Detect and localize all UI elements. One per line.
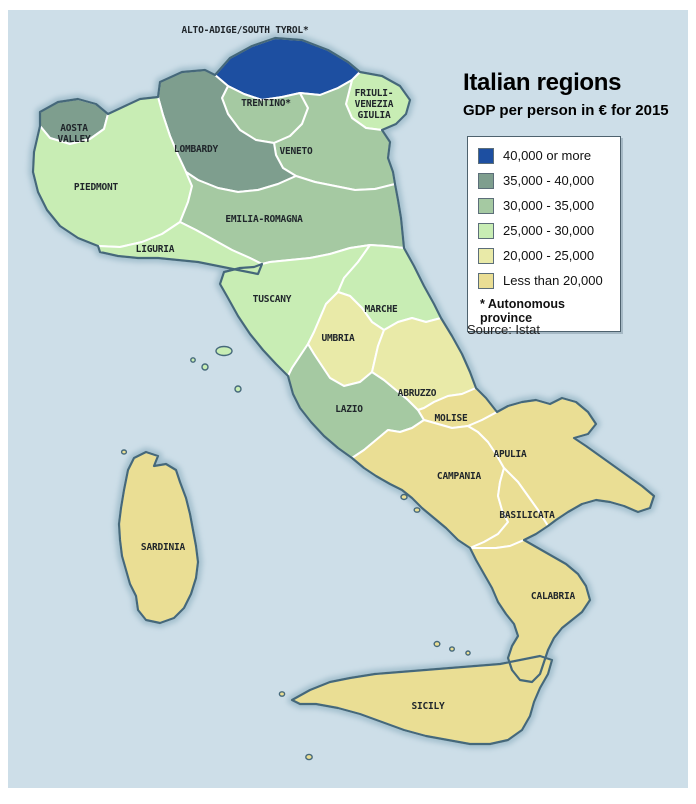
region-label-sicily: SICILY: [411, 701, 445, 712]
legend-swatch-b35: [478, 172, 494, 189]
region-label-emilia_romagna: EMILIA-ROMAGNA: [225, 214, 303, 225]
region-label-basilicata: BASILICATA: [499, 510, 555, 521]
region-label-marche: MARCHE: [364, 304, 398, 315]
tuscan-islet-2: [234, 385, 242, 393]
legend-item-label: 35,000 - 40,000: [503, 173, 595, 188]
region-label-sardinia: SARDINIA: [141, 542, 186, 553]
region-label-campania: CAMPANIA: [437, 471, 482, 482]
legend-item-b20: 20,000 - 25,000: [468, 243, 620, 268]
region-label-abruzzo: ABRUZZO: [398, 388, 437, 399]
legend-swatch-b30: [478, 197, 494, 214]
region-label-tuscany: TUSCANY: [253, 294, 292, 305]
legend-item-b25: 25,000 - 30,000: [468, 218, 620, 243]
legend-footnote: * Autonomous province: [480, 297, 565, 325]
aeolian-islet-3: [465, 650, 471, 656]
tuscan-islet-3: [190, 357, 196, 363]
region-label-lombardy: LOMBARDY: [174, 144, 219, 155]
coastline-outline: [31, 36, 656, 746]
header-block: Italian regions GDP per person in € for …: [463, 70, 693, 119]
regions-layer: [32, 37, 655, 745]
legend-swatch-blt20: [478, 272, 494, 289]
legend-swatch-b40: [478, 147, 494, 164]
legend-item-b40: 40,000 or more: [468, 143, 620, 168]
legend-item-b30: 30,000 - 35,000: [468, 193, 620, 218]
italy-map: ALTO-ADIGE/SOUTH TYROL* TRENTINO* FRIULI-V…: [8, 10, 688, 788]
islets-layer: [120, 345, 471, 761]
elba-island: [215, 345, 233, 357]
region-label-liguria: LIGURIA: [136, 244, 175, 255]
egadi-islet: [278, 691, 286, 697]
region-label-alto_adige: ALTO-ADIGE/SOUTH TYROL*: [182, 25, 309, 36]
legend-box: 40,000 or more 35,000 - 40,000 30,000 - 35…: [467, 136, 621, 332]
capri-island: [413, 507, 421, 513]
legend-item-label: 30,000 - 35,000: [503, 198, 595, 213]
legend-item-label: 40,000 or more: [503, 148, 592, 163]
region-label-lazio: LAZIO: [335, 404, 363, 415]
page-title: Italian regions: [463, 69, 622, 96]
region-label-molise: MOLISE: [434, 413, 468, 424]
coast-stroke: [31, 36, 656, 746]
region-label-piedmont: PIEDMONT: [74, 182, 119, 193]
region-label-veneto: VENETO: [279, 146, 313, 157]
region-label-friuli: FRIULI-VENEZIA GIULIA: [355, 88, 394, 121]
legend-item-label: Less than 20,000: [503, 273, 603, 288]
region-label-aosta: AOSTA VALLEY: [57, 123, 91, 145]
region-labels-layer: ALTO-ADIGE/SOUTH TYROL* TRENTINO* FRIULI-V…: [57, 25, 575, 712]
region-label-apulia: APULIA: [493, 449, 527, 460]
aeolian-islet-2: [449, 646, 456, 652]
region-label-umbria: UMBRIA: [321, 333, 355, 344]
legend-swatch-b20: [478, 247, 494, 264]
legend-rows: 40,000 or more 35,000 - 40,000 30,000 - 35…: [468, 143, 620, 293]
aeolian-islet-1: [433, 640, 441, 648]
pantelleria-island: [305, 753, 313, 761]
region-label-calabria: CALABRIA: [531, 591, 576, 602]
source-note: Source: Istat: [467, 322, 540, 337]
legend-item-blt20: Less than 20,000: [468, 268, 620, 293]
legend-swatch-b25: [478, 222, 494, 239]
legend-item-label: 20,000 - 25,000: [503, 248, 595, 263]
asinara-islet: [120, 449, 128, 455]
region-label-trentino: TRENTINO*: [241, 98, 291, 109]
tuscan-islet-1: [201, 363, 209, 371]
ischia-island: [400, 493, 408, 501]
legend-item-label: 25,000 - 30,000: [503, 223, 595, 238]
legend-item-b35: 35,000 - 40,000: [468, 168, 620, 193]
page-subtitle: GDP per person in € for 2015: [463, 102, 669, 120]
map-panel: ALTO-ADIGE/SOUTH TYROL* TRENTINO* FRIULI-V…: [8, 10, 688, 788]
